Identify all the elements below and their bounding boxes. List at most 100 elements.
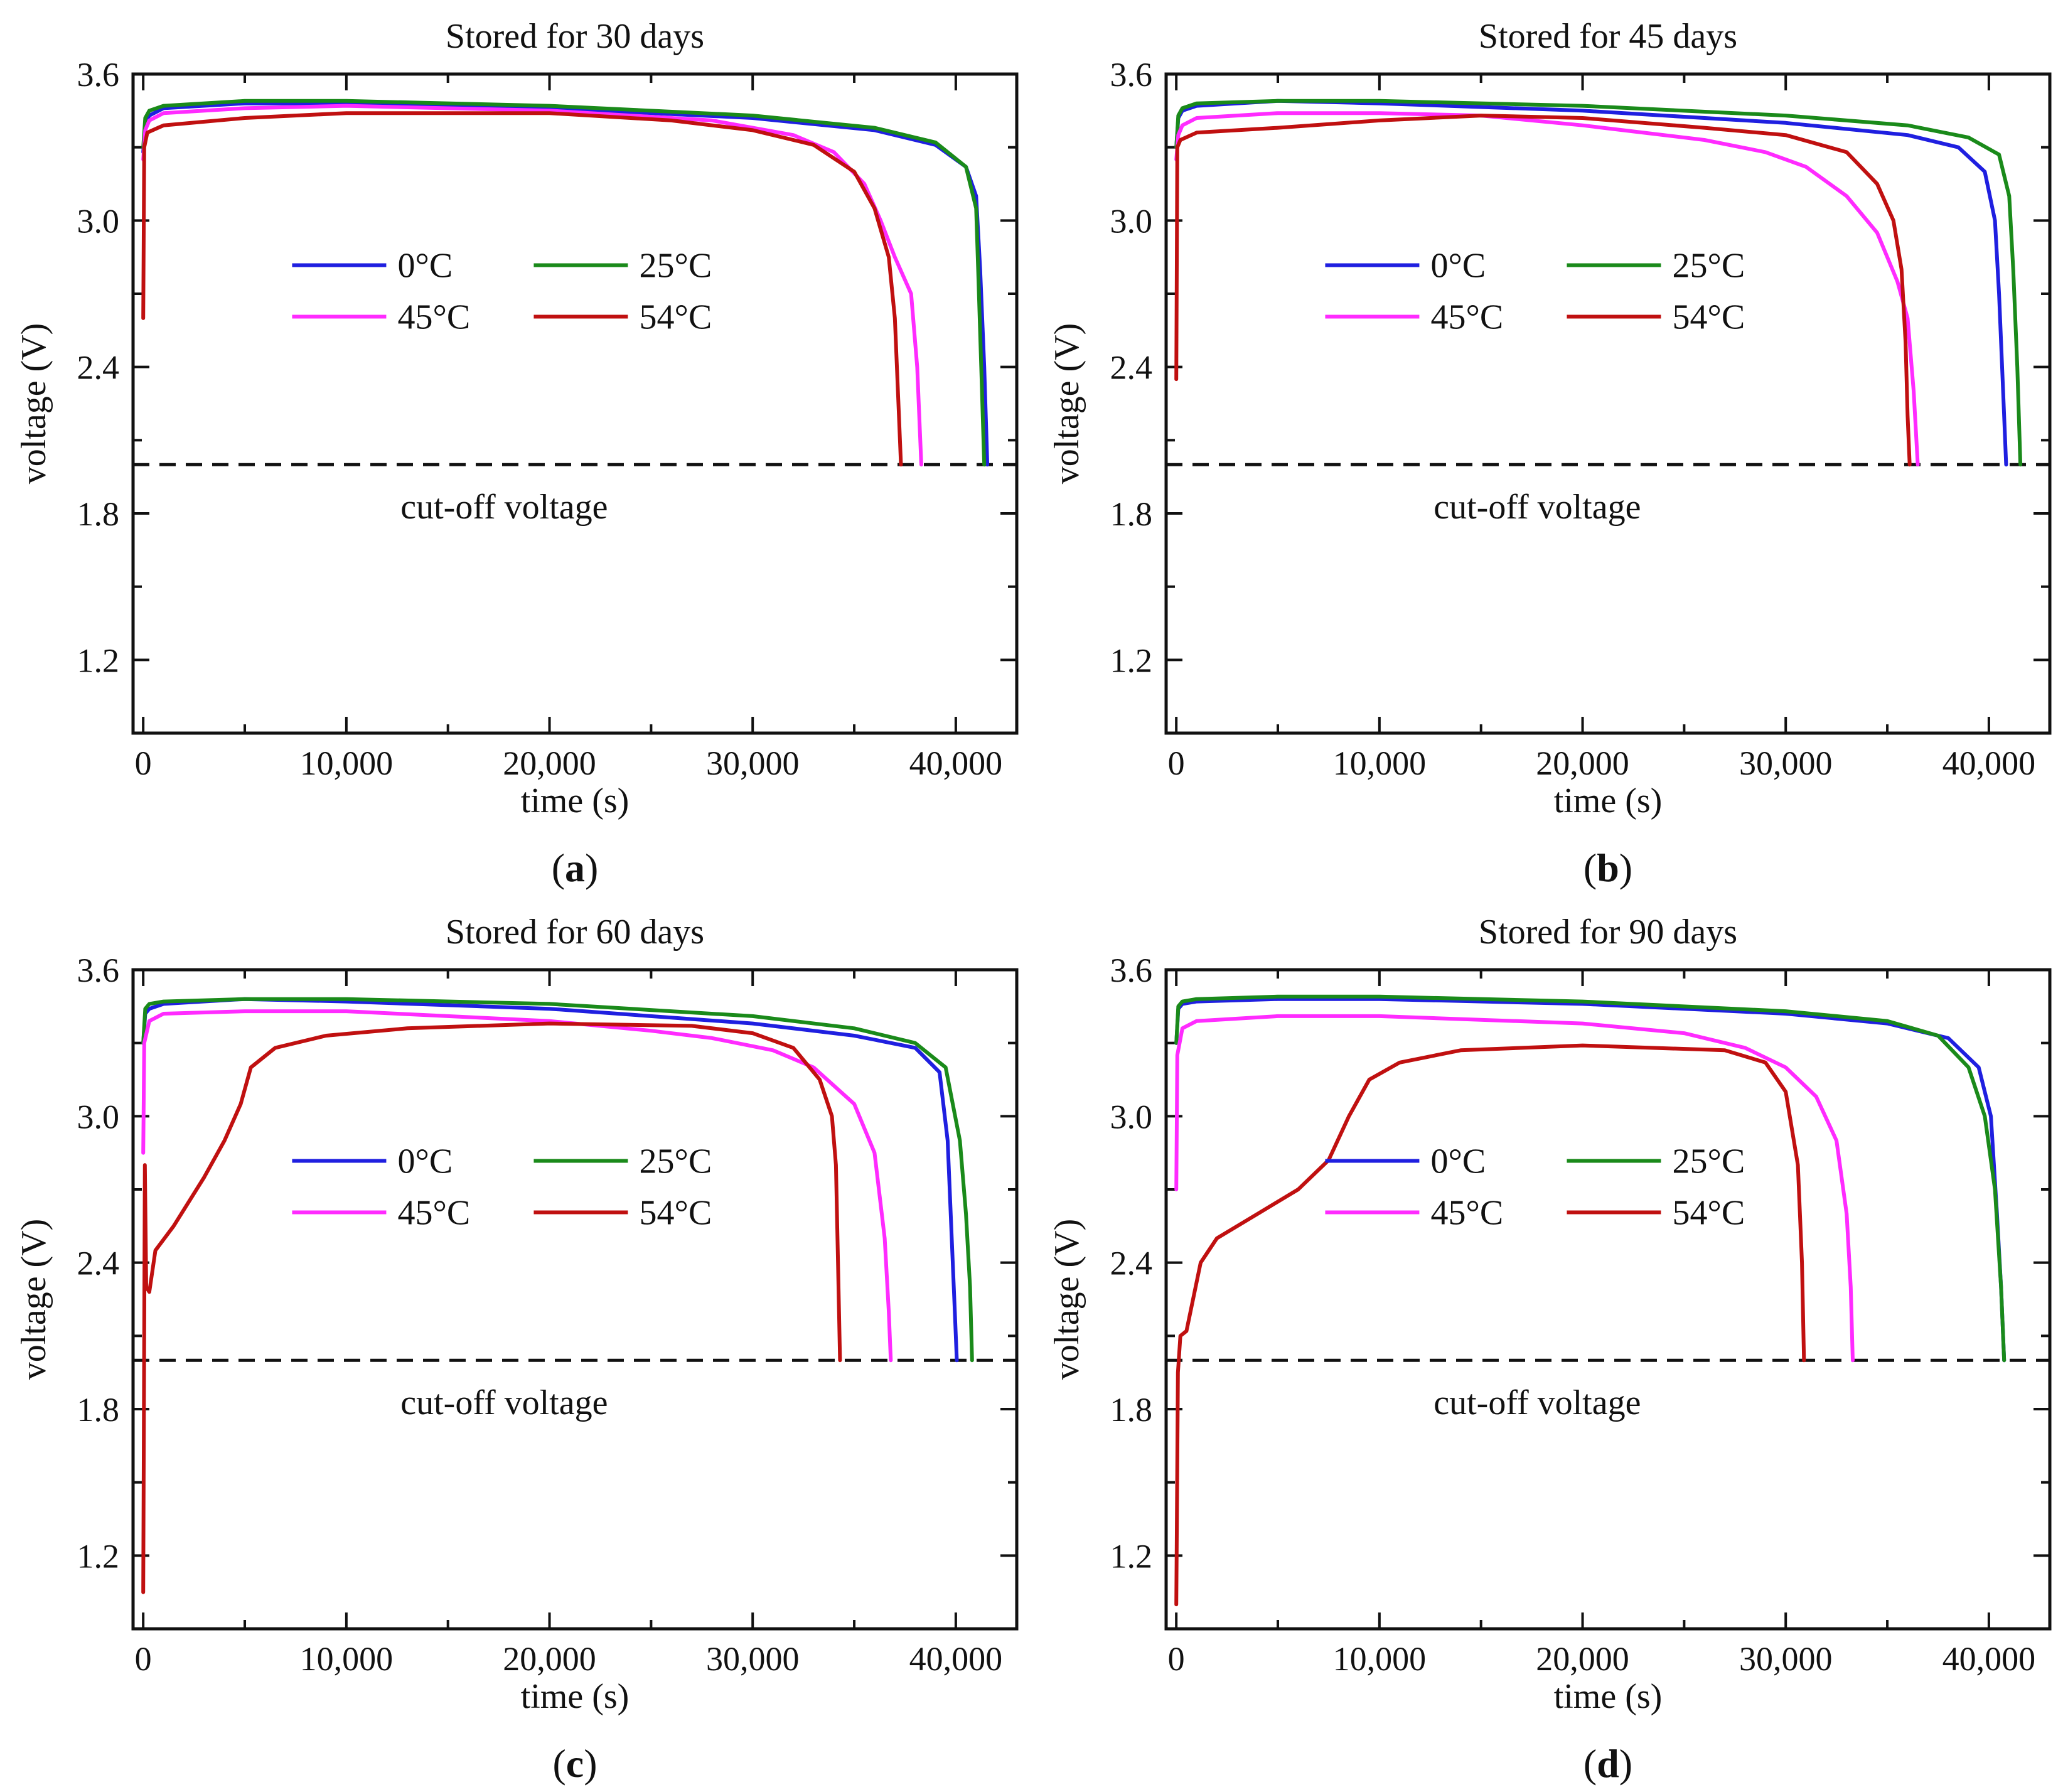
plot-frame — [131, 968, 1019, 1631]
y-tick-label: 3.6 — [77, 56, 120, 94]
legend-label: 0°C — [1430, 247, 1486, 286]
series-line-25c — [141, 997, 974, 1363]
y-tick-label: 1.2 — [1110, 641, 1153, 679]
series-line-25c — [1174, 994, 2007, 1363]
chart-panel-d: Stored for 90 days 1.2 1.8 2.4 3.0 3.6 0 10,000… — [1048, 913, 2052, 1786]
x-tick-label: 0 — [1168, 1640, 1185, 1678]
legend: 0°C 25°C 45°C 54°C — [1325, 247, 1745, 337]
x-axis-label: time (s) — [1554, 1677, 1663, 1716]
paren-close: ) — [585, 845, 598, 890]
x-tick-label: 10,000 — [300, 744, 394, 782]
legend: 0°C 25°C 45°C 54°C — [292, 1142, 712, 1233]
plot-frame — [1164, 968, 2052, 1631]
legend-label: 54°C — [1672, 1194, 1745, 1233]
legend-label: 25°C — [1672, 1142, 1745, 1181]
legend-label: 25°C — [639, 1142, 712, 1181]
panel-title: Stored for 60 days — [446, 913, 704, 952]
x-tick-label: 30,000 — [706, 744, 800, 782]
x-tick-label: 10,000 — [300, 1640, 394, 1678]
paren-open: ( — [552, 1741, 565, 1786]
legend-label: 25°C — [1672, 247, 1745, 286]
series-line-45c — [1174, 111, 1920, 467]
y-tick-label: 2.4 — [77, 349, 120, 387]
x-tick-label: 10,000 — [1333, 744, 1427, 782]
x-tick-label: 30,000 — [1739, 744, 1833, 782]
y-tick-label: 1.8 — [77, 1391, 120, 1429]
series-line-0c — [141, 997, 959, 1363]
legend-label: 54°C — [1672, 298, 1745, 337]
panel-letter: (c) — [552, 1741, 597, 1786]
y-tick-label: 3.6 — [1110, 952, 1153, 989]
y-tick-label: 1.8 — [1110, 1391, 1153, 1429]
y-tick-label: 3.6 — [77, 952, 120, 989]
cutoff-annotation: cut-off voltage — [400, 1383, 608, 1422]
x-tick-label: 20,000 — [503, 1640, 596, 1678]
paren-open: ( — [1583, 845, 1597, 890]
y-tick-label: 1.2 — [77, 641, 120, 679]
series-line-54c — [1174, 114, 1912, 467]
cutoff-annotation: cut-off voltage — [400, 488, 608, 527]
paren-close: ) — [584, 1741, 597, 1786]
legend-label: 25°C — [639, 247, 712, 286]
panel-letter-text: b — [1597, 845, 1619, 890]
panel-title: Stored for 30 days — [446, 17, 704, 56]
panel-letter-text: a — [565, 845, 585, 890]
y-axis-label: voltage (V) — [1048, 323, 1086, 485]
x-tick-label: 20,000 — [1536, 1640, 1629, 1678]
x-tick-label: 0 — [135, 744, 152, 782]
series-line-25c — [1174, 99, 2023, 467]
x-tick-label: 40,000 — [1942, 1640, 2036, 1678]
y-tick-label: 3.0 — [77, 202, 120, 240]
y-tick-label: 3.0 — [77, 1098, 120, 1135]
y-tick-label: 2.4 — [1110, 1245, 1153, 1282]
paren-close: ) — [1619, 845, 1632, 890]
series-line-54c — [141, 111, 903, 467]
panel-letter: (d) — [1583, 1741, 1632, 1786]
series-line-0c — [1174, 99, 2008, 467]
legend-label: 45°C — [397, 1194, 470, 1233]
x-tick-label: 40,000 — [909, 1640, 1003, 1678]
y-tick-label: 1.8 — [77, 495, 120, 533]
series-line-54c — [141, 1021, 842, 1594]
legend-label: 0°C — [397, 1142, 453, 1181]
cutoff-annotation: cut-off voltage — [1433, 1383, 1641, 1422]
y-tick-label: 3.6 — [1110, 56, 1153, 94]
panel-letter: (a) — [552, 845, 599, 890]
panel-letter-text: c — [566, 1741, 584, 1786]
panel-letter-text: d — [1597, 1741, 1619, 1786]
y-axis-label: voltage (V) — [14, 1219, 53, 1380]
legend-label: 45°C — [1430, 1194, 1503, 1233]
x-tick-label: 40,000 — [1942, 744, 2036, 782]
plot-frame — [131, 72, 1019, 735]
paren-open: ( — [552, 845, 565, 890]
series-line-25c — [141, 99, 987, 467]
y-tick-label: 1.2 — [77, 1537, 120, 1575]
x-tick-label: 40,000 — [909, 744, 1003, 782]
x-tick-label: 10,000 — [1333, 1640, 1427, 1678]
chart-panel-a: Stored for 30 days 1.2 1.8 2.4 3.0 3.6 0 10,000… — [14, 17, 1019, 890]
series-line-45c — [141, 104, 923, 467]
y-tick-label: 3.0 — [1110, 202, 1153, 240]
x-axis-label: time (s) — [521, 781, 630, 820]
x-tick-label: 30,000 — [706, 1640, 800, 1678]
y-tick-label: 1.8 — [1110, 495, 1153, 533]
y-tick-label: 2.4 — [77, 1245, 120, 1282]
legend-label: 45°C — [397, 298, 470, 337]
chart-panel-c: Stored for 60 days 1.2 1.8 2.4 3.0 3.6 0 10,000… — [14, 913, 1019, 1786]
paren-open: ( — [1583, 1741, 1597, 1786]
panel-title: Stored for 45 days — [1479, 17, 1737, 56]
legend-label: 54°C — [639, 298, 712, 337]
x-axis-label: time (s) — [521, 1677, 630, 1716]
x-tick-label: 0 — [1168, 744, 1185, 782]
legend-label: 54°C — [639, 1194, 712, 1233]
panel-letter: (b) — [1583, 845, 1632, 890]
x-tick-label: 30,000 — [1739, 1640, 1833, 1678]
series-line-45c — [1174, 1014, 1855, 1363]
panel-title: Stored for 90 days — [1479, 913, 1737, 952]
x-tick-label: 20,000 — [503, 744, 596, 782]
chart-panel-b: Stored for 45 days 1.2 1.8 2.4 3.0 3.6 0 10,000… — [1048, 17, 2052, 890]
paren-close: ) — [1619, 1741, 1632, 1786]
y-tick-label: 2.4 — [1110, 349, 1153, 387]
legend-label: 45°C — [1430, 298, 1503, 337]
